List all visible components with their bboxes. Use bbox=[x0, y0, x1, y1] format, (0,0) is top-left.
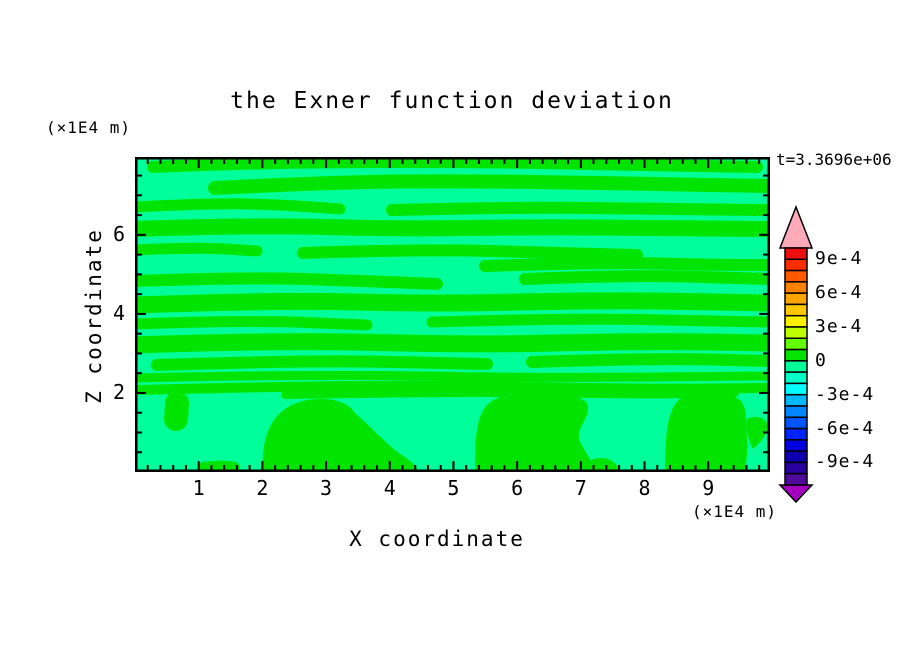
contour-band bbox=[151, 355, 493, 371]
colorbar-over-arrow bbox=[778, 204, 814, 249]
contour-hole bbox=[376, 415, 392, 435]
x-tick-label: 3 bbox=[320, 476, 333, 500]
colorbar-cell bbox=[784, 360, 808, 373]
colorbar-cell bbox=[784, 382, 808, 396]
contour-band bbox=[137, 292, 768, 314]
colorbar-cell bbox=[784, 337, 808, 351]
contour-band bbox=[519, 270, 768, 285]
contour-band bbox=[262, 398, 419, 470]
x-axis-unit-label: (×1E4 m) bbox=[691, 502, 777, 521]
contour-band bbox=[475, 393, 594, 470]
plot-frame bbox=[135, 157, 770, 472]
colorbar-tick-label: -3e-4 bbox=[815, 383, 875, 405]
contour-plot-area bbox=[135, 157, 770, 472]
contour-band bbox=[137, 370, 768, 383]
colorbar-cell bbox=[784, 258, 808, 272]
colorbar-tick-label: 9e-4 bbox=[815, 248, 863, 270]
colorbar-cell bbox=[784, 269, 808, 283]
colorbar-cell bbox=[784, 314, 808, 328]
colorbar-cell bbox=[784, 281, 808, 294]
colorbar-cell bbox=[784, 371, 808, 385]
x-tick-label: 5 bbox=[447, 476, 460, 500]
colorbar-cell bbox=[784, 405, 808, 419]
contour-band bbox=[386, 201, 768, 216]
contour-band bbox=[137, 198, 346, 215]
contour-band bbox=[746, 416, 768, 449]
contour-band bbox=[137, 242, 263, 257]
contour-band bbox=[137, 316, 373, 331]
contour-band bbox=[479, 257, 768, 272]
contour-band bbox=[198, 460, 240, 470]
colorbar-tick-label: 0 bbox=[815, 349, 827, 371]
z-axis-title: Z coordinate bbox=[82, 228, 106, 404]
colorbar-under-arrow bbox=[778, 484, 814, 504]
time-annotation: t=3.3696e+06 bbox=[776, 150, 892, 169]
x-tick-label: 8 bbox=[638, 476, 651, 500]
x-tick-label: 7 bbox=[574, 476, 587, 500]
colorbar-cell bbox=[784, 450, 808, 464]
colorbar-cell bbox=[784, 461, 808, 475]
x-tick-label: 4 bbox=[383, 476, 396, 500]
y-tick-label: 6 bbox=[112, 221, 125, 246]
colorbar-tick-label: 3e-4 bbox=[815, 315, 863, 337]
colorbar-tick-label: -6e-4 bbox=[815, 417, 875, 439]
chart-title: the Exner function deviation bbox=[230, 88, 674, 114]
colorbar-cell bbox=[784, 348, 808, 362]
contour-band bbox=[526, 353, 768, 368]
contour-band bbox=[137, 272, 443, 290]
contour-field bbox=[137, 159, 768, 470]
contour-band bbox=[426, 313, 768, 328]
colorbar-cell bbox=[784, 247, 808, 261]
colorbar-cell bbox=[784, 393, 808, 407]
contour-band bbox=[208, 174, 768, 195]
axis-ticks bbox=[137, 159, 768, 470]
y-tick-label: 2 bbox=[112, 379, 125, 404]
contour-band bbox=[164, 391, 189, 431]
x-tick-label: 9 bbox=[702, 476, 715, 500]
y-axis-unit-label: (×1E4 m) bbox=[46, 118, 132, 137]
y-tick-label: 4 bbox=[112, 300, 125, 325]
colorbar-cell bbox=[784, 292, 808, 306]
contour-band bbox=[147, 159, 763, 173]
colorbar-cell bbox=[784, 439, 808, 452]
colorbar-cell bbox=[784, 303, 808, 317]
x-tick-label: 6 bbox=[511, 476, 524, 500]
contour-band bbox=[581, 458, 619, 470]
x-tick-label: 2 bbox=[256, 476, 269, 500]
x-axis-title: X coordinate bbox=[349, 527, 525, 551]
contour-band bbox=[137, 333, 768, 354]
colorbar-cell bbox=[784, 427, 808, 441]
x-tick-label: 1 bbox=[192, 476, 205, 500]
colorbar-cell bbox=[784, 326, 808, 340]
colorbar-tick-label: 6e-4 bbox=[815, 282, 863, 304]
contour-band bbox=[137, 380, 768, 395]
contour-band bbox=[137, 218, 768, 237]
colorbar bbox=[778, 204, 814, 504]
contour-band bbox=[281, 389, 739, 399]
colorbar-cell bbox=[784, 472, 808, 486]
colorbar-tick-label: -9e-4 bbox=[815, 451, 875, 473]
contour-band bbox=[665, 392, 748, 470]
contour-band bbox=[297, 244, 643, 261]
colorbar-cell bbox=[784, 416, 808, 430]
